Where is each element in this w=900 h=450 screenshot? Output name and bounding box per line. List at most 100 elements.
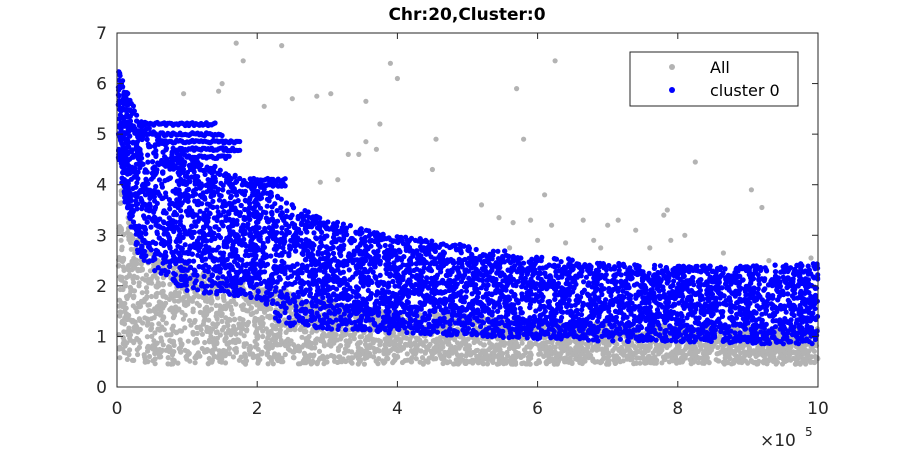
point-all [206,339,212,345]
point-all [613,355,619,361]
point-all [438,346,444,352]
point-all [126,236,132,243]
point-all [230,354,236,360]
point-all [145,348,151,354]
point-all [390,330,397,336]
point-all [242,351,248,357]
point-all-outlier [808,255,814,261]
point-all [568,347,574,353]
point-all [143,272,149,278]
point-all [157,327,163,333]
point-all [187,318,193,324]
point-all [123,311,130,317]
point-all [474,353,480,359]
point-all [138,298,144,304]
point-all-outlier [668,237,674,243]
point-all [117,309,123,315]
point-all [398,347,404,353]
point-all [492,347,498,353]
point-all-outlier [363,139,369,145]
point-all [426,343,432,349]
point-all [179,341,185,347]
point-all [161,303,167,309]
point-all [133,257,139,263]
point-all-outlier [633,227,639,233]
point-all [749,359,755,365]
point-all [119,301,125,307]
point-all [332,358,338,364]
point-all [167,332,173,338]
point-all [633,360,639,366]
point-all [716,358,722,364]
point-all [221,348,228,354]
point-all [233,301,239,307]
point-all [433,356,439,362]
point-all [811,348,818,354]
point-all [194,300,200,306]
point-all [402,358,408,364]
point-all [664,343,670,349]
point-all [202,339,208,346]
point-all [257,325,263,331]
point-all [606,361,612,367]
point-all [236,357,242,363]
point-all [179,309,185,315]
point-all [117,200,123,206]
point-all [465,336,471,342]
point-all-outlier [394,75,400,82]
point-all [121,232,127,238]
point-all [243,341,249,347]
point-all [239,321,245,327]
point-all [659,360,665,366]
point-all [252,338,258,345]
point-all-outlier [692,159,698,165]
point-all [431,345,437,351]
point-all [668,351,674,357]
point-all [145,319,151,325]
point-all [519,340,525,346]
point-all [362,341,369,348]
point-all [458,332,464,338]
point-all [217,307,223,313]
point-all-outlier [507,245,513,251]
point-all [177,337,183,343]
point-all [303,339,310,345]
point-all [738,350,744,356]
point-all [547,339,553,345]
point-all [362,337,369,343]
point-all [257,320,263,326]
point-all [664,352,670,358]
point-all-outlier [647,245,653,251]
point-all [502,340,508,346]
point-all [679,348,685,355]
point-all [722,349,728,355]
point-all [780,356,786,362]
point-all [300,358,306,364]
point-all [799,359,805,365]
point-all [247,351,253,357]
point-all [466,345,472,352]
point-cluster-0 [147,195,153,201]
point-all [116,332,122,338]
point-all [691,343,698,349]
point-all [126,272,133,278]
point-all [170,309,176,315]
point-all [746,346,753,352]
point-all-outlier [605,222,611,228]
point-all [661,356,667,362]
point-all [243,358,249,364]
point-all [117,355,123,361]
point-all [764,361,770,367]
point-all [404,351,410,357]
point-all [148,276,154,282]
point-all [232,317,238,323]
point-all [165,355,171,361]
point-all [687,357,693,363]
point-all [264,350,271,356]
series-cluster-0-points [115,69,821,347]
point-all [219,356,225,362]
point-all [350,355,356,361]
point-all [214,321,221,327]
point-all [396,342,402,348]
point-all [725,360,731,366]
